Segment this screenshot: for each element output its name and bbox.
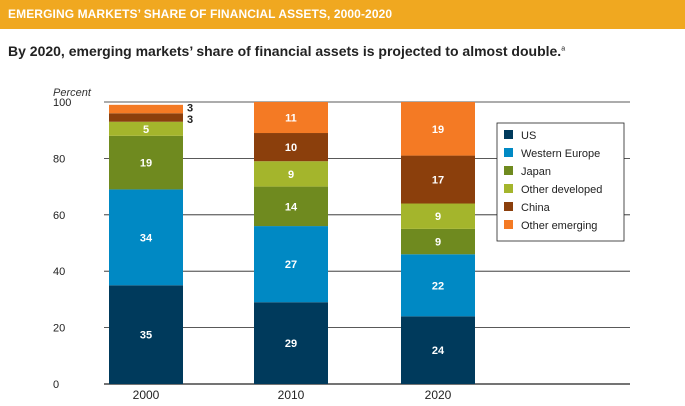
y-tick-60: 60 — [53, 210, 65, 222]
bar-2020-other-emerging — [401, 102, 475, 156]
x-tick-2020: 2020 — [425, 388, 452, 402]
x-tick-2000: 2000 — [133, 388, 160, 402]
bar-2000-western-europe — [109, 189, 183, 286]
data-label-2010-japan: 14 — [285, 201, 298, 213]
bar-2020-japan — [401, 228, 475, 255]
legend-label-western-europe: Western Europe — [521, 148, 600, 160]
y-axis-label: Percent — [53, 87, 92, 99]
legend-label-us: US — [521, 130, 536, 142]
data-label-2010-western-europe: 27 — [285, 259, 297, 271]
bar-2000-other-developed — [109, 121, 183, 136]
data-label-2010-us: 29 — [285, 338, 297, 350]
legend-swatch-japan — [504, 166, 513, 175]
bar-2010-china — [254, 133, 328, 162]
bar-2010-us — [254, 302, 328, 384]
bar-2000-us — [109, 285, 183, 384]
data-label-2020-china: 17 — [432, 175, 444, 187]
legend-box — [496, 122, 625, 242]
bar-2020-us — [401, 316, 475, 384]
legend-label-other-emerging: Other emerging — [521, 220, 597, 232]
bar-2020-other-developed — [401, 203, 475, 229]
bar-2010-other-emerging — [254, 102, 328, 134]
y-tick-labels: 0 20 40 60 80 100 — [53, 97, 71, 391]
bar-2000-japan — [109, 135, 183, 190]
bar-2000-china — [109, 113, 183, 122]
y-tick-100: 100 — [53, 97, 71, 109]
data-label-2010-other-developed: 9 — [288, 169, 294, 181]
data-label-2020-western-europe: 22 — [432, 280, 444, 292]
x-tick-labels: 2000 2010 2020 — [133, 388, 452, 402]
data-label-2020-other-emerging: 19 — [432, 124, 444, 136]
legend: US Western Europe Japan Other developed Chin… — [496, 122, 625, 242]
bar-2010-other-developed — [254, 161, 328, 187]
data-label-2000-china: 3 — [187, 114, 193, 126]
legend-swatch-other-emerging — [504, 220, 513, 229]
legend-swatch-us — [504, 130, 513, 139]
data-label-2020-japan: 9 — [435, 237, 441, 249]
chart-subtitle: By 2020, emerging markets’ share of fina… — [8, 43, 565, 59]
x-tick-2010: 2010 — [278, 388, 305, 402]
data-label-2000-western-europe: 34 — [140, 232, 153, 244]
legend-swatch-western-europe — [504, 148, 513, 157]
legend-swatch-other-developed — [504, 184, 513, 193]
bar-2010-japan — [254, 186, 328, 227]
data-label-2000-japan: 19 — [140, 158, 152, 170]
subtitle-text: By 2020, emerging markets’ share of fina… — [8, 43, 562, 59]
legend-label-china: China — [521, 202, 551, 214]
legend-label-other-developed: Other developed — [521, 184, 602, 196]
data-label-2020-other-developed: 9 — [435, 211, 441, 223]
data-label-2000-other-developed: 5 — [143, 124, 149, 136]
chart-banner-title: EMERGING MARKETS’ SHARE OF FINANCIAL ASS… — [0, 0, 685, 29]
data-label-2000-us: 35 — [140, 330, 152, 342]
y-tick-80: 80 — [53, 153, 65, 165]
y-tick-20: 20 — [53, 323, 65, 335]
bar-2000-other-emerging — [109, 104, 183, 114]
bars: 35 34 19 5 33 29 27 14 9 10 11 24 22 9 9 17 19 — [109, 102, 475, 384]
y-tick-0: 0 — [53, 379, 59, 391]
legend-swatch-china — [504, 202, 513, 211]
data-label-2000-other-emerging: 3 — [187, 103, 193, 115]
data-label-2010-other-emerging: 11 — [285, 113, 297, 125]
bar-2020-western-europe — [401, 254, 475, 317]
bar-2010-western-europe — [254, 226, 328, 303]
bar-2020-china — [401, 155, 475, 204]
subtitle-footnote: a — [561, 45, 566, 53]
data-label-2020-us: 24 — [432, 345, 445, 357]
y-tick-40: 40 — [53, 266, 65, 278]
legend-label-japan: Japan — [521, 166, 551, 178]
data-label-2010-china: 10 — [285, 142, 297, 154]
